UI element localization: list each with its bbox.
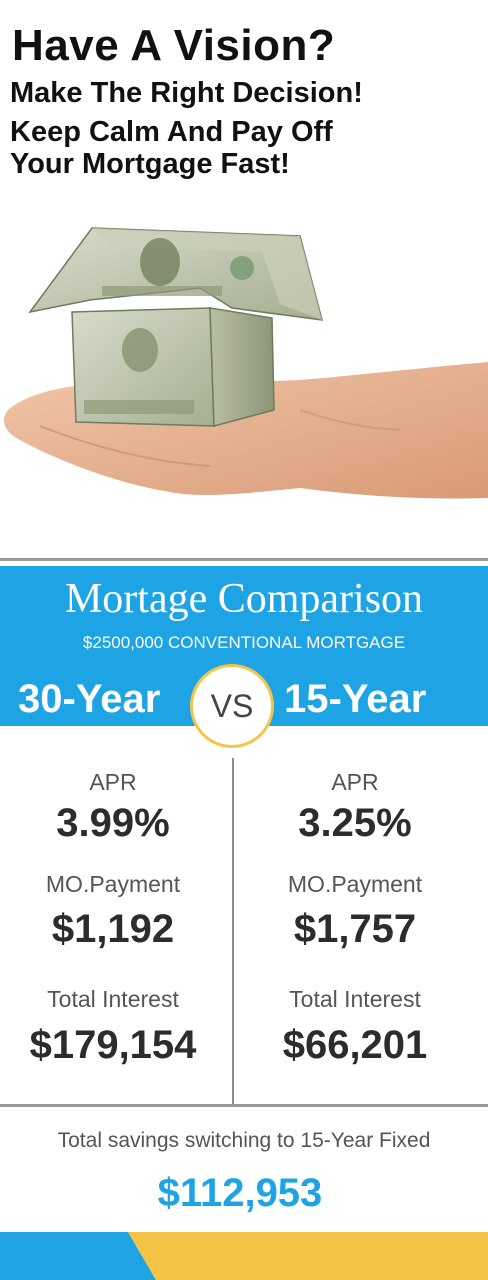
interest-value: $179,154	[29, 1023, 197, 1067]
term-15-year: 15-Year	[284, 677, 427, 721]
section-divider	[0, 558, 488, 561]
savings-label: Total savings switching to 15-Year Fixed	[57, 1129, 431, 1152]
payment-label: MO.Payment	[287, 871, 423, 897]
interest-value: $66,201	[282, 1023, 428, 1067]
money-house-illustration	[4, 227, 488, 499]
payment-label: MO.Payment	[45, 871, 181, 897]
payment-value: $1,192	[51, 907, 175, 951]
headline: Have A Vision?	[12, 21, 336, 70]
page-header: Have A Vision? Make The Right Decision! …	[0, 0, 488, 200]
term-30-year: 30-Year	[18, 677, 161, 721]
tagline-line-2: Your Mortgage Fast!	[10, 148, 290, 180]
tagline-line-1: Keep Calm And Pay Off	[10, 116, 333, 148]
banner-title: Mortage Comparison	[64, 576, 424, 622]
vs-label: VS	[210, 688, 254, 724]
apr-label: APR	[331, 769, 379, 795]
payment-value: $1,757	[293, 907, 417, 951]
vs-badge: VS	[190, 664, 274, 748]
interest-label: Total Interest	[47, 986, 179, 1012]
tagline: Keep Calm And Pay Off Your Mortgage Fast…	[10, 116, 333, 180]
subheadline: Make The Right Decision!	[10, 77, 363, 109]
apr-value: 3.25%	[298, 801, 412, 845]
footer-decoration	[0, 1232, 488, 1280]
apr-label: APR	[89, 769, 137, 795]
banner-subtitle: $2500,000 CONVENTIONAL MORTGAGE	[82, 633, 406, 652]
interest-label: Total Interest	[289, 986, 421, 1012]
savings-value: $112,953	[157, 1171, 323, 1215]
apr-value: 3.99%	[56, 801, 170, 845]
section-divider-bottom	[0, 1104, 488, 1107]
column-divider	[232, 758, 234, 1104]
